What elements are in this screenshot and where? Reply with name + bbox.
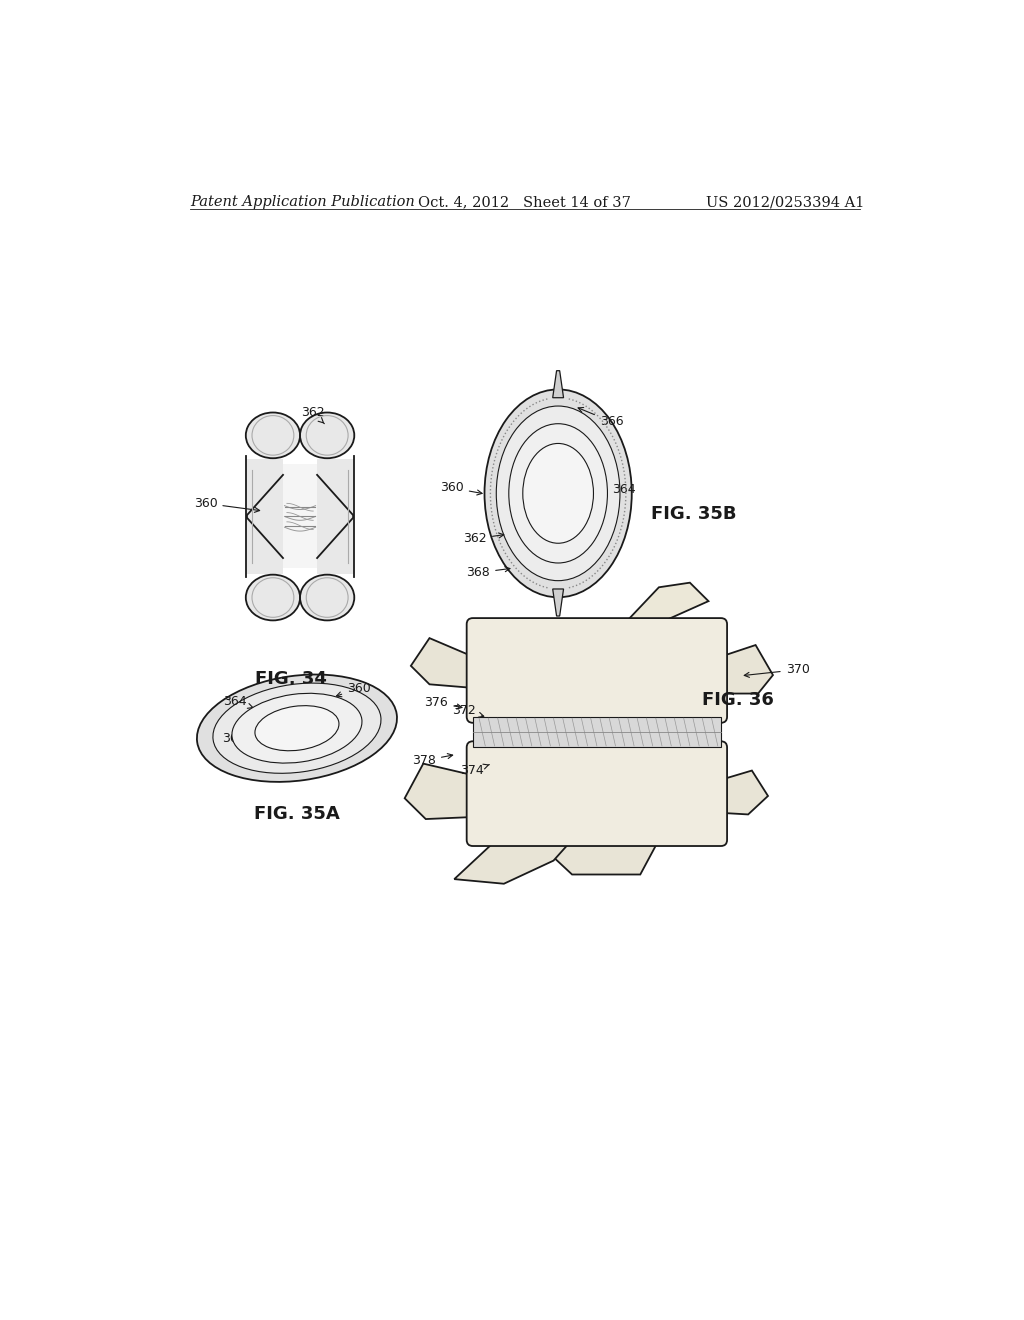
Polygon shape bbox=[622, 582, 709, 628]
Ellipse shape bbox=[246, 574, 300, 620]
Text: Oct. 4, 2012   Sheet 14 of 37: Oct. 4, 2012 Sheet 14 of 37 bbox=[419, 195, 631, 210]
Text: 376: 376 bbox=[425, 696, 462, 709]
Text: 360: 360 bbox=[194, 496, 260, 512]
Polygon shape bbox=[411, 638, 485, 689]
Text: US 2012/0253394 A1: US 2012/0253394 A1 bbox=[706, 195, 864, 210]
Text: 362: 362 bbox=[301, 407, 325, 424]
Text: FIG. 35B: FIG. 35B bbox=[651, 506, 736, 523]
Ellipse shape bbox=[197, 675, 397, 781]
Text: FIG. 34: FIG. 34 bbox=[255, 671, 327, 689]
Polygon shape bbox=[709, 771, 768, 814]
Text: 360: 360 bbox=[440, 482, 482, 495]
Bar bbox=[317, 459, 354, 574]
Polygon shape bbox=[535, 840, 658, 874]
Text: 364: 364 bbox=[223, 694, 253, 709]
Bar bbox=[246, 459, 283, 574]
Text: 372: 372 bbox=[453, 704, 483, 717]
Bar bbox=[473, 717, 721, 747]
Polygon shape bbox=[404, 763, 479, 818]
Polygon shape bbox=[709, 645, 773, 693]
Text: 368: 368 bbox=[466, 566, 510, 579]
Text: 374: 374 bbox=[460, 764, 489, 777]
Text: FIG. 35A: FIG. 35A bbox=[254, 805, 340, 824]
Ellipse shape bbox=[300, 412, 354, 458]
Ellipse shape bbox=[246, 412, 300, 458]
Text: FIG. 36: FIG. 36 bbox=[701, 690, 773, 709]
Text: 360: 360 bbox=[337, 681, 371, 697]
Ellipse shape bbox=[523, 444, 594, 544]
Ellipse shape bbox=[497, 407, 620, 581]
Ellipse shape bbox=[255, 706, 339, 751]
Text: 378: 378 bbox=[412, 754, 453, 767]
Text: 366: 366 bbox=[579, 408, 624, 428]
FancyBboxPatch shape bbox=[467, 742, 727, 846]
Ellipse shape bbox=[231, 693, 361, 763]
FancyBboxPatch shape bbox=[467, 618, 727, 723]
Text: 370: 370 bbox=[744, 663, 810, 677]
Text: Patent Application Publication: Patent Application Publication bbox=[190, 195, 415, 210]
Polygon shape bbox=[553, 589, 563, 616]
Text: 362: 362 bbox=[221, 733, 251, 746]
Text: 362: 362 bbox=[464, 532, 504, 545]
Ellipse shape bbox=[213, 684, 381, 774]
Bar bbox=[283, 465, 317, 569]
Polygon shape bbox=[455, 833, 572, 884]
Ellipse shape bbox=[509, 424, 607, 564]
Text: 364: 364 bbox=[589, 483, 636, 503]
Polygon shape bbox=[553, 371, 563, 397]
Ellipse shape bbox=[300, 574, 354, 620]
Ellipse shape bbox=[484, 389, 632, 597]
